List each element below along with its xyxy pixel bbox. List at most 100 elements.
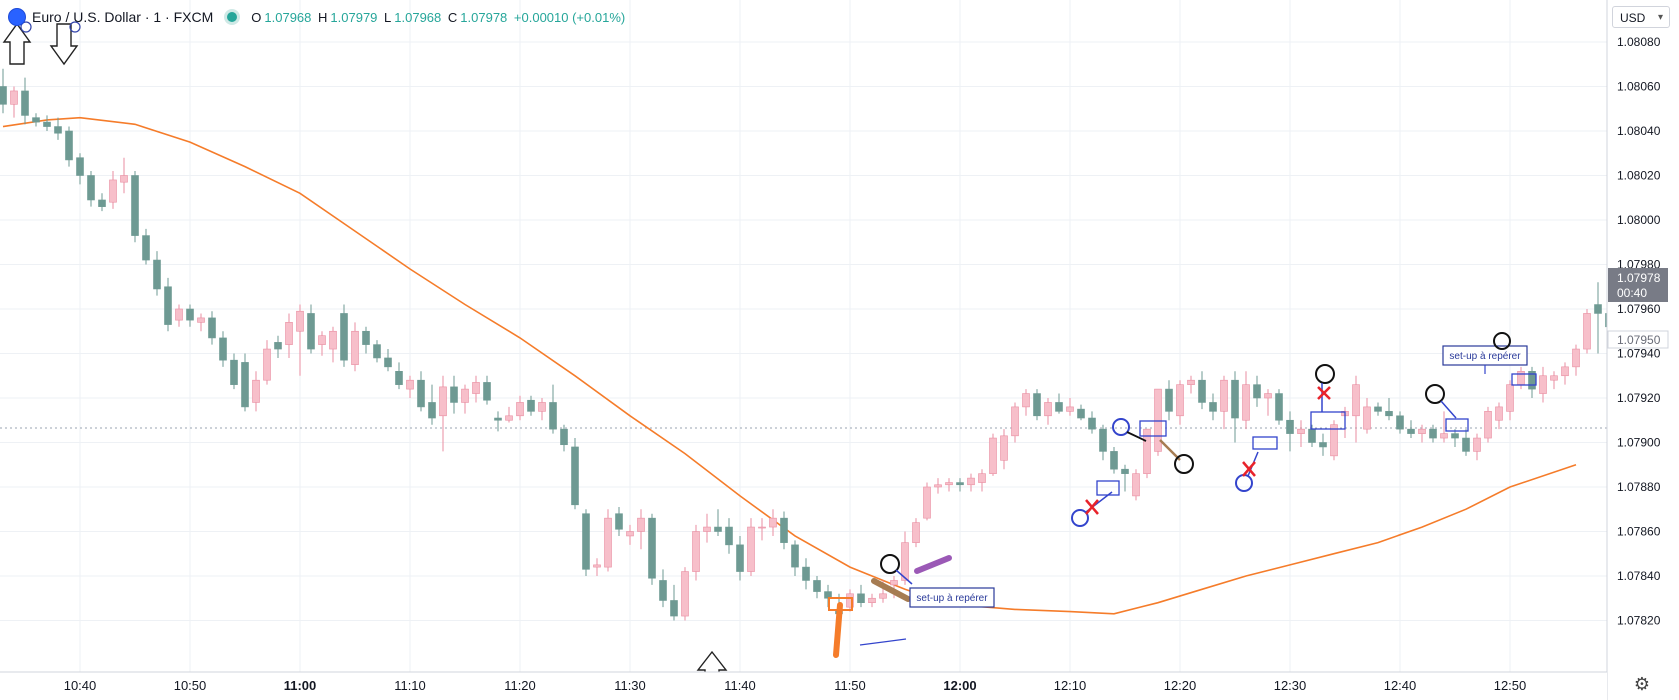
candle[interactable]: [43, 115, 51, 131]
candle[interactable]: [769, 509, 777, 536]
candle[interactable]: [21, 77, 29, 125]
candle[interactable]: [1429, 424, 1437, 443]
candle[interactable]: [901, 531, 909, 585]
candle[interactable]: [1022, 389, 1030, 416]
candle[interactable]: [692, 524, 700, 581]
candle[interactable]: [1209, 393, 1217, 421]
candle[interactable]: [648, 513, 656, 585]
candle[interactable]: [54, 117, 62, 140]
black-circle-icon[interactable]: [1493, 332, 1511, 350]
candle[interactable]: [1088, 411, 1096, 434]
candle[interactable]: [384, 349, 392, 372]
red-cross-icon[interactable]: [1242, 461, 1256, 477]
gear-icon[interactable]: ⚙: [1633, 674, 1651, 694]
candle[interactable]: [1121, 464, 1129, 492]
candle[interactable]: [1385, 398, 1393, 421]
candle[interactable]: [1594, 282, 1602, 354]
candle[interactable]: [593, 558, 601, 576]
candle[interactable]: [1506, 380, 1514, 421]
candle[interactable]: [208, 311, 216, 345]
candle[interactable]: [1440, 411, 1448, 443]
candle[interactable]: [109, 171, 117, 209]
candle[interactable]: [494, 411, 502, 432]
candle[interactable]: [10, 86, 18, 118]
candle[interactable]: [307, 304, 315, 354]
candle[interactable]: [714, 509, 722, 536]
black-circle-icon[interactable]: [1174, 454, 1194, 474]
candle[interactable]: [1176, 380, 1184, 425]
candle[interactable]: [1242, 371, 1250, 430]
symbol-title[interactable]: Euro / U.S. Dollar · 1 · FXCM: [32, 9, 214, 25]
candle[interactable]: [1374, 402, 1382, 416]
blue-circle-icon[interactable]: [1235, 474, 1253, 492]
candle[interactable]: [362, 326, 370, 354]
candle[interactable]: [1539, 366, 1547, 403]
candle[interactable]: [538, 398, 546, 421]
blue-box-drawing[interactable]: [1310, 411, 1346, 430]
candle[interactable]: [1407, 420, 1415, 439]
candle[interactable]: [725, 518, 733, 554]
candle[interactable]: [1132, 469, 1140, 501]
candle[interactable]: [461, 384, 469, 414]
candle[interactable]: [318, 331, 326, 356]
candle[interactable]: [670, 584, 678, 621]
candle[interactable]: [505, 406, 513, 423]
small-circle-icon[interactable]: [20, 21, 32, 33]
candle[interactable]: [329, 326, 337, 363]
candle[interactable]: [263, 340, 271, 385]
candle[interactable]: [1110, 446, 1118, 474]
candle[interactable]: [923, 482, 931, 521]
candle[interactable]: [934, 478, 942, 494]
candle[interactable]: [659, 569, 667, 608]
brown-line-drawing[interactable]: [871, 578, 911, 602]
candle[interactable]: [1297, 420, 1305, 447]
blue-box-drawing[interactable]: [1096, 480, 1120, 496]
candle[interactable]: [1572, 344, 1580, 376]
price-axis[interactable]: [1607, 0, 1679, 700]
candle[interactable]: [1275, 389, 1283, 425]
candle[interactable]: [1231, 371, 1239, 443]
candle[interactable]: [472, 375, 480, 403]
candle[interactable]: [527, 395, 535, 416]
candle[interactable]: [285, 313, 293, 358]
candle[interactable]: [1396, 411, 1404, 434]
blue-circle-icon[interactable]: [1071, 509, 1089, 527]
candle[interactable]: [582, 509, 590, 576]
candle[interactable]: [417, 371, 425, 412]
candle[interactable]: [912, 518, 920, 548]
candle[interactable]: [1484, 406, 1492, 443]
candle[interactable]: [1154, 388, 1162, 456]
blue-box-drawing[interactable]: [1511, 373, 1537, 386]
candle[interactable]: [978, 469, 986, 492]
candle[interactable]: [1418, 424, 1426, 443]
setup-label-2[interactable]: set-up à repérer: [1442, 345, 1528, 366]
candle[interactable]: [736, 535, 744, 581]
candle[interactable]: [186, 304, 194, 327]
candle[interactable]: [615, 507, 623, 536]
candle[interactable]: [252, 371, 260, 412]
candle[interactable]: [1033, 389, 1041, 421]
candle[interactable]: [1143, 428, 1151, 479]
candle[interactable]: [1583, 309, 1591, 354]
candle[interactable]: [747, 518, 755, 576]
candle[interactable]: [131, 171, 139, 243]
candle[interactable]: [1352, 375, 1360, 443]
candle[interactable]: [87, 171, 95, 207]
candle[interactable]: [439, 375, 447, 452]
candle[interactable]: [1550, 371, 1558, 390]
candle[interactable]: [373, 340, 381, 363]
candle[interactable]: [813, 576, 821, 599]
candle[interactable]: [1011, 402, 1019, 443]
candle[interactable]: [560, 424, 568, 452]
red-cross-icon[interactable]: [1085, 499, 1099, 515]
candle[interactable]: [846, 589, 854, 612]
candle[interactable]: [219, 331, 227, 367]
candle[interactable]: [791, 540, 799, 576]
candle[interactable]: [164, 277, 172, 332]
candle[interactable]: [274, 335, 282, 358]
candle[interactable]: [197, 313, 205, 332]
candle[interactable]: [703, 513, 711, 543]
candle[interactable]: [406, 375, 414, 398]
candles[interactable]: [0, 68, 1646, 621]
candle[interactable]: [1220, 375, 1228, 430]
